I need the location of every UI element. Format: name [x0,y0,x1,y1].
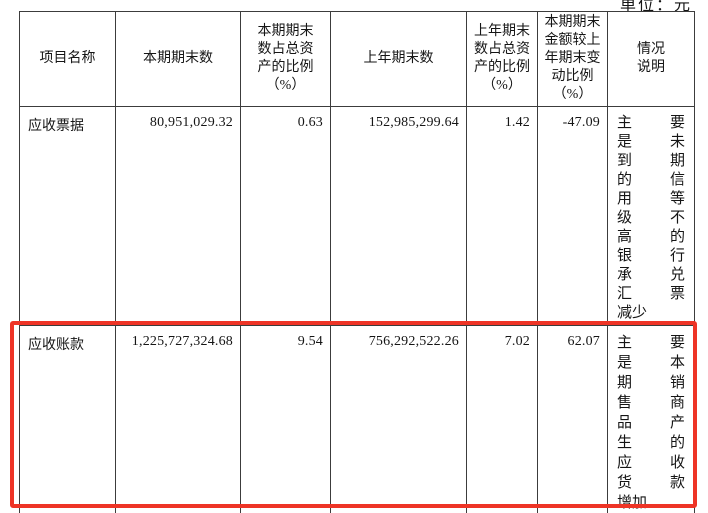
note-line: 品产 [617,413,685,433]
table-head: 项目名称 本期期末数 本期期末 数占总资 产的比例 （%） 上年期末数 上年期末 数占总… [19,11,695,107]
note-line: 生的 [617,433,685,453]
note-line: 期销 [617,373,685,393]
table-row-应收账款: 应收账款 1,225,727,324.68 9.54 756,292,522.26 7.… [19,325,695,513]
note-char: 是 [617,355,633,371]
note-line: 到期 [617,152,685,171]
note-char: 要 [669,115,685,131]
note-line: 货款 [617,473,685,493]
cell-current_pct: 9.54 [240,325,331,513]
note-char: 收 [669,455,685,471]
note-char: 减 [617,305,633,321]
note-char: 是 [617,134,633,150]
header-cell-note: 情况 说明 [607,11,695,107]
note-char: 票 [669,286,685,302]
cell-current_end: 1,225,727,324.68 [115,325,241,513]
note-char: 未 [669,134,685,150]
table-body: 应收票据 80,951,029.32 0.63 152,985,299.64 1.42-… [19,106,695,513]
note-char: 兑 [669,267,685,283]
cell-item: 应收账款 [19,325,116,513]
note-char: 等 [669,191,685,207]
cell-change_pct: 62.07 [537,325,608,513]
note-char: 高 [617,229,633,245]
note-line: 是未 [617,133,685,152]
cell-prior_end: 152,985,299.64 [330,106,467,326]
note-line: 是本 [617,353,685,373]
note-char: 增 [617,495,633,511]
note-char: 信 [669,172,685,188]
note-char: 到 [617,153,633,169]
cell-current_end: 80,951,029.32 [115,106,241,326]
header-cell-current_end: 本期期末数 [115,11,241,107]
header-cell-item: 项目名称 [19,11,116,107]
note-line: 高的 [617,228,685,247]
note-char: 少 [632,305,648,321]
cell-note: 主要是本期销售商品产生的应收货款增加 [607,325,695,513]
note-char: 汇 [617,286,633,302]
note-char: 承 [617,267,633,283]
cell-note: 主要是未到期的信用等级不高的银行承兑汇票减少 [607,106,695,326]
cell-current_pct: 0.63 [240,106,331,326]
cell-prior_pct: 1.42 [466,106,538,326]
note-line: 银行 [617,247,685,266]
note-char: 主 [617,335,633,351]
header-cell-prior_end: 上年期末数 [330,11,467,107]
note-line: 减少 [617,304,685,323]
note-line: 增加 [617,493,685,513]
note-char: 的 [669,229,685,245]
note-line: 用等 [617,190,685,209]
note-char: 商 [669,395,685,411]
note-char: 品 [617,415,633,431]
cell-change_pct: -47.09 [537,106,608,326]
header-cell-change_pct: 本期期末 金额较上 年期末变 动比例 （%） [537,11,608,107]
note-char: 期 [617,375,633,391]
note-char: 款 [669,475,685,491]
note-char: 产 [669,415,685,431]
header-row: 项目名称 本期期末数 本期期末 数占总资 产的比例 （%） 上年期末数 上年期末 数占总… [19,11,695,107]
note-char: 期 [669,153,685,169]
note-char: 银 [617,248,633,264]
note-line: 售商 [617,393,685,413]
note-line: 主要 [617,114,685,133]
note-char: 本 [669,355,685,371]
cell-item: 应收票据 [19,106,116,326]
note-char: 的 [669,435,685,451]
note-line: 承兑 [617,266,685,285]
note-char: 售 [617,395,633,411]
note-line: 应收 [617,453,685,473]
note-char: 用 [617,191,633,207]
note-line: 主要 [617,333,685,353]
note-char: 行 [669,248,685,264]
note-line: 的信 [617,171,685,190]
table-row-应收票据: 应收票据 80,951,029.32 0.63 152,985,299.64 1.42-… [19,106,695,326]
note-char: 要 [669,335,685,351]
note-line: 级不 [617,209,685,228]
note-char: 生 [617,435,633,451]
note-char: 不 [669,210,685,226]
note-char: 加 [632,495,648,511]
unit-label: 单位：元 [619,0,692,14]
header-cell-current_pct: 本期期末 数占总资 产的比例 （%） [240,11,331,107]
note-char: 销 [669,375,685,391]
note-char: 应 [617,455,633,471]
header-cell-prior_pct: 上年期末 数占总资 产的比例 （%） [466,11,538,107]
cell-prior_pct: 7.02 [466,325,538,513]
note-line: 汇票 [617,285,685,304]
note-char: 主 [617,115,633,131]
financial-table: 项目名称 本期期末数 本期期末 数占总资 产的比例 （%） 上年期末数 上年期末 数占总… [19,11,695,513]
note-char: 货 [617,475,633,491]
note-char: 级 [617,210,633,226]
cell-prior_end: 756,292,522.26 [330,325,467,513]
note-char: 的 [617,172,633,188]
